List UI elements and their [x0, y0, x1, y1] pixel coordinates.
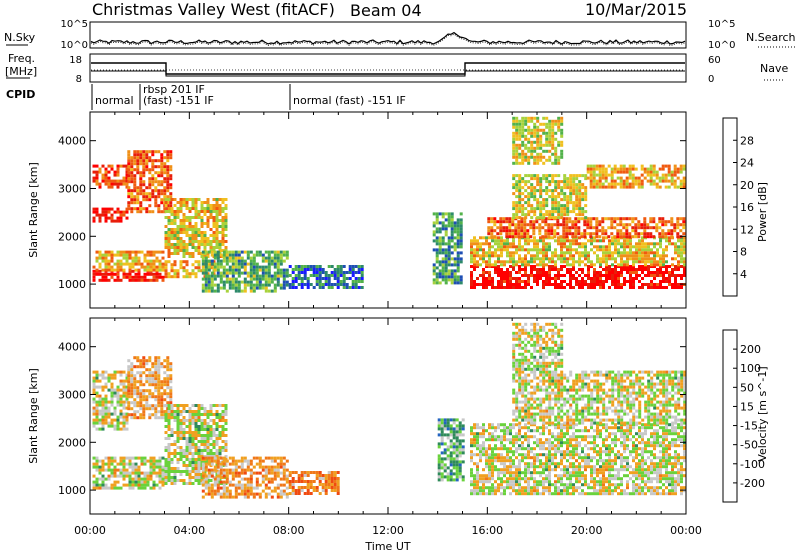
velocity-colorbar-label: Velocity [m s^-1]	[756, 366, 769, 461]
nsky-panel-frame	[89, 21, 687, 49]
freq-trace	[91, 62, 685, 75]
nave-tick-low: 0	[708, 74, 714, 85]
nave-label: Nave	[760, 62, 788, 75]
cpid-label: CPID	[6, 88, 35, 101]
nsearch-trace	[90, 33, 686, 46]
power-region-3	[92, 164, 129, 189]
velocity-colorbar-tick-label-2: 50	[740, 381, 754, 394]
power-region-7	[201, 250, 289, 293]
velocity-x-axis: 00:00 04:00 08:00 12:00 16:00 20:00 00:00	[74, 318, 702, 537]
nsearch-tick-low: 10^0	[708, 40, 735, 51]
date-label: 10/Mar/2015	[585, 0, 687, 19]
power-colorbar-tick-label-3: 16	[740, 201, 754, 214]
power-x-axis	[89, 112, 687, 308]
power-region-1	[92, 250, 165, 272]
power-region-2	[92, 207, 129, 223]
power-ytick-label-2: 3000	[58, 182, 86, 195]
power-ytick-label-0: 1000	[58, 278, 86, 291]
velocity-y-label: Slant Range [km]	[27, 368, 40, 464]
x-tick-label-3: 12:00	[372, 524, 404, 537]
power-region-12	[487, 217, 686, 239]
power-region-6	[164, 198, 228, 258]
x-tick-label-4: 16:00	[471, 524, 503, 537]
power-colorbar-label: Power [dB]	[756, 182, 769, 242]
nsky-tick-high: 10^5	[61, 19, 88, 30]
power-colorbar-tick-label-2: 12	[740, 223, 754, 236]
freq-trace-lower	[91, 70, 685, 77]
velocity-region-7	[470, 423, 686, 496]
radar-title: Christmas Valley West (fitACF)	[92, 0, 335, 19]
velocity-colorbar: 200 100 50 15 -15 -50 -100 -200	[722, 329, 765, 503]
beam-label: Beam 04	[350, 1, 422, 20]
power-region-15	[512, 116, 564, 165]
velocity-colorbar-tick-label-0: 200	[740, 343, 761, 356]
power-colorbar: 4 8 12 16 20 24 28	[722, 117, 754, 297]
freq-label-line1: Freq.	[8, 52, 35, 65]
power-region-10	[470, 265, 686, 289]
power-y-axis: 1000 2000 3000 4000	[58, 135, 686, 291]
x-tick-label-1: 04:00	[173, 524, 205, 537]
power-colorbar-tick-label-0: 4	[740, 268, 747, 281]
velocity-region-9	[512, 322, 564, 371]
freq-label-line2: [MHz]	[5, 65, 37, 78]
freq-tick-low: 8	[76, 74, 82, 85]
power-colorbar-tick-label-5: 24	[740, 157, 754, 170]
power-y-label: Slant Range [km]	[27, 162, 40, 258]
x-axis-label: Time UT	[364, 540, 410, 553]
nave-tick-high: 60	[708, 55, 721, 66]
velocity-colorbar-tick-label-3: 15	[740, 400, 754, 413]
power-heatmap	[92, 116, 686, 293]
velocity-ytick-label-1: 2000	[58, 436, 86, 449]
nsky-tick-low: 10^0	[61, 40, 88, 51]
power-region-13	[512, 174, 588, 220]
velocity-heatmap	[92, 322, 686, 499]
power-region-4	[127, 150, 173, 214]
velocity-colorbar-tick-label-6: -100	[740, 458, 765, 471]
x-tick-label-6: 00:00	[670, 524, 702, 537]
velocity-ytick-label-2: 3000	[58, 388, 86, 401]
velocity-region-5	[288, 471, 340, 495]
velocity-ytick-label-3: 4000	[58, 341, 86, 354]
cpid-segment-2-line1: rbsp 201 IF	[143, 83, 205, 96]
cpid-segment-2-line2: (fast) -151 IF	[143, 94, 214, 107]
velocity-colorbar-tick-label-5: -50	[740, 439, 758, 452]
velocity-ytick-label-0: 1000	[58, 484, 86, 497]
velocity-colorbar-tick-label-1: 100	[740, 362, 761, 375]
freq-tick-high: 18	[69, 55, 82, 66]
nsearch-label: N.Search	[746, 31, 796, 44]
power-region-14	[586, 164, 686, 189]
cpid-segment-1: normal	[95, 94, 134, 107]
velocity-region-8	[512, 370, 686, 425]
nsky-trace	[90, 31, 686, 45]
power-ytick-label-3: 4000	[58, 135, 86, 148]
x-tick-label-5: 20:00	[571, 524, 603, 537]
power-region-11	[470, 236, 686, 267]
velocity-colorbar-tick-label-4: -15	[740, 420, 758, 433]
nsky-label: N.Sky	[4, 31, 36, 44]
power-region-9	[432, 212, 463, 285]
nsearch-tick-high: 10^5	[708, 19, 735, 30]
power-colorbar-tick-label-1: 8	[740, 246, 747, 259]
power-region-8	[288, 265, 364, 289]
power-colorbar-tick-label-6: 28	[740, 134, 754, 147]
power-ytick-label-1: 2000	[58, 230, 86, 243]
velocity-region-0	[92, 456, 165, 490]
power-colorbar-tick-label-4: 20	[740, 179, 754, 192]
velocity-colorbar-frame	[722, 329, 738, 503]
cpid-segment-3: normal (fast) -151 IF	[293, 94, 406, 107]
velocity-colorbar-tick-label-7: -200	[740, 477, 765, 490]
velocity-region-2	[127, 356, 173, 420]
x-tick-label-0: 00:00	[74, 524, 106, 537]
freq-panel-frame	[89, 53, 687, 83]
velocity-region-4	[201, 456, 289, 499]
velocity-y-axis: 1000 2000 3000 4000	[58, 341, 686, 497]
x-tick-label-2: 08:00	[273, 524, 305, 537]
velocity-region-6	[437, 418, 465, 482]
velocity-region-1	[92, 370, 129, 431]
